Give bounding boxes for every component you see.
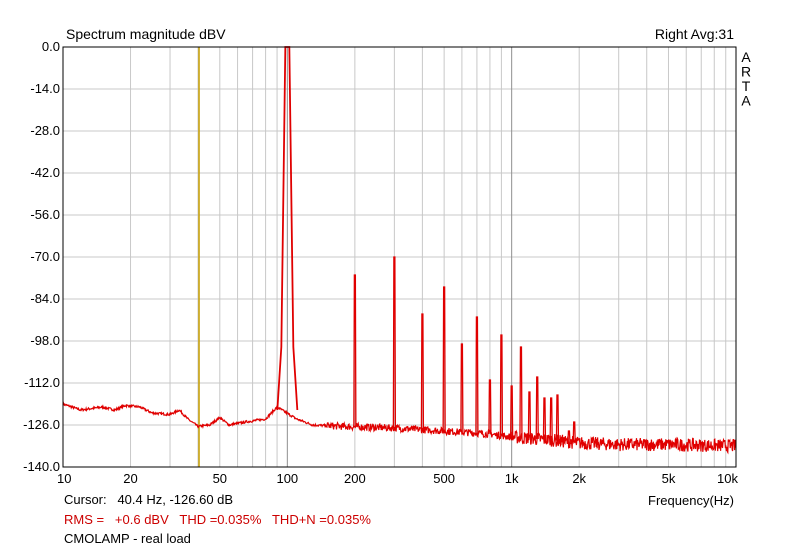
x-tick-label: 500: [433, 471, 455, 486]
grid-lines: [63, 46, 736, 468]
y-tick-label: -56.0: [30, 207, 60, 222]
x-axis-label: Frequency(Hz): [648, 493, 734, 508]
x-tick-label: 20: [123, 471, 137, 486]
harmonic-peak: [519, 346, 523, 438]
harmonic-peak: [442, 286, 446, 432]
brand-letter: A: [741, 49, 751, 65]
harmonic-peak: [527, 391, 532, 439]
harmonic-peak: [555, 394, 560, 441]
harmonic-peak: [488, 379, 492, 435]
x-tick-label: 200: [344, 471, 366, 486]
harmonic-peak: [420, 313, 425, 430]
noise-floor-trace: [62, 400, 737, 455]
x-tick-label: 10: [57, 471, 71, 486]
plot-frame: [62, 46, 737, 468]
y-tick-label: -28.0: [30, 123, 60, 138]
y-tick-label: 0.0: [42, 39, 60, 54]
y-tick-label: -112.0: [24, 375, 60, 390]
y-axis-ticks: 0.0 -14.0 -28.0 -42.0 -56.0 -70.0 -84.0 -98.0 -1…: [23, 39, 60, 474]
y-tick-label: -14.0: [30, 81, 60, 96]
chart-title: Spectrum magnitude dBV: [66, 26, 226, 42]
y-tick-label: -84.0: [30, 291, 60, 306]
cursor-readout: Cursor: 40.4 Hz, -126.60 dB: [64, 492, 234, 507]
brand-letter: A: [741, 93, 751, 109]
noise-floor-path: [62, 400, 737, 455]
harmonic-peak: [567, 430, 571, 442]
harmonic-peak: [392, 256, 397, 429]
x-tick-label: 100: [276, 471, 298, 486]
x-tick-label: 10k: [717, 471, 738, 486]
channel-label: Right Avg:31: [655, 26, 734, 42]
harmonic-peak: [542, 397, 547, 440]
x-axis-ticks: 10 20 50 100 200 500 1k 2k 5k 10k: [57, 471, 738, 486]
harmonic-peak: [549, 397, 553, 441]
x-tick-label: 2k: [572, 471, 586, 486]
harmonic-peak: [535, 376, 539, 439]
x-tick-label: 50: [213, 471, 227, 486]
brand-letter: T: [742, 78, 751, 94]
harmonic-peak: [460, 343, 464, 433]
harmonic-peak: [353, 274, 357, 427]
y-tick-label: -42.0: [30, 165, 60, 180]
harmonic-peak: [499, 334, 504, 436]
y-tick-label: -126.0: [23, 417, 60, 432]
brand-letter: R: [741, 64, 751, 80]
y-tick-label: -70.0: [30, 249, 60, 264]
x-tick-label: 1k: [505, 471, 519, 486]
measurement-note: CMOLAMP - real load: [64, 531, 191, 546]
measurement-stats: RMS = +0.6 dBV THD =0.035% THD+N =0.035%: [64, 512, 371, 527]
harmonic-peak: [475, 316, 479, 434]
harmonic-peak: [572, 421, 576, 443]
y-tick-label: -140.0: [23, 459, 60, 474]
harmonic-peak: [510, 385, 514, 438]
y-tick-label: -98.0: [30, 333, 60, 348]
x-tick-label: 5k: [662, 471, 676, 486]
